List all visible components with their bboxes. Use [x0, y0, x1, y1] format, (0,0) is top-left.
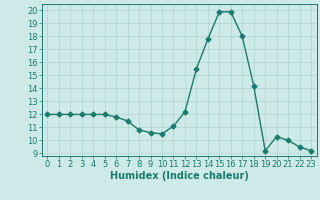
X-axis label: Humidex (Indice chaleur): Humidex (Indice chaleur) [110, 171, 249, 181]
